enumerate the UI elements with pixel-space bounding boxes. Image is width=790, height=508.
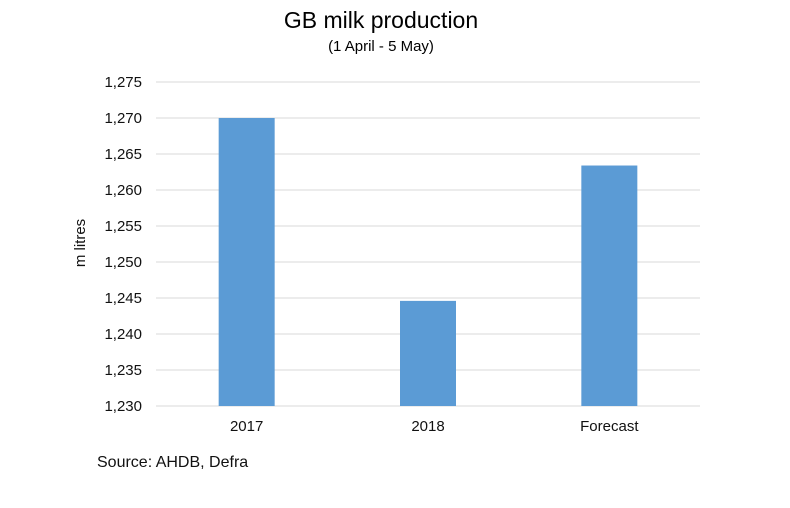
y-tick-label: 1,265: [104, 146, 142, 163]
y-tick-label: 1,240: [104, 326, 142, 343]
x-tick-label: Forecast: [580, 418, 639, 435]
y-tick-label: 1,235: [104, 362, 142, 379]
bar-2018: [400, 300, 456, 406]
y-axis-label: m litres: [72, 219, 89, 267]
x-tick-label: 2018: [411, 418, 444, 435]
y-tick-label: 1,255: [104, 218, 142, 235]
y-axis-ticks: 1,230 1,235 1,240 1,245 1,250 1,255 1,260 1,265…: [104, 74, 142, 415]
y-tick-label: 1,260: [104, 182, 142, 199]
bar-2017: [218, 118, 275, 406]
chart-title: GB milk production: [284, 7, 478, 33]
chart-subtitle: (1 April - 5 May): [328, 38, 434, 55]
x-axis-ticks: 2017 2018 Forecast: [230, 418, 639, 435]
bars: [218, 118, 638, 406]
y-tick-label: 1,250: [104, 254, 142, 271]
source-note: Source: AHDB, Defra: [97, 454, 248, 471]
bar-forecast: [581, 165, 638, 406]
y-tick-label: 1,230: [104, 398, 142, 415]
y-tick-label: 1,275: [104, 74, 142, 91]
y-tick-label: 1,270: [104, 110, 142, 127]
x-tick-label: 2017: [230, 418, 263, 435]
y-tick-label: 1,245: [104, 290, 142, 307]
